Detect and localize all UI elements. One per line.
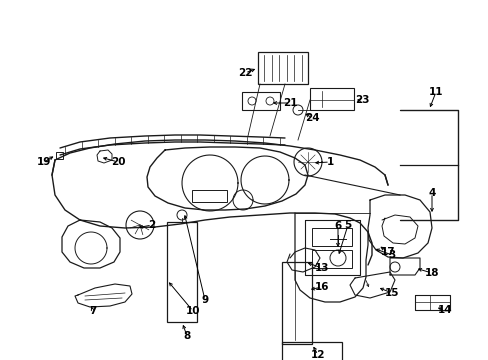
- Text: 15: 15: [384, 288, 398, 298]
- Bar: [192, 190, 226, 202]
- Bar: [282, 342, 341, 360]
- Bar: [258, 52, 307, 84]
- Text: 7: 7: [89, 306, 97, 316]
- Text: 2: 2: [148, 220, 155, 230]
- Bar: [309, 88, 353, 110]
- Text: 11: 11: [428, 87, 442, 97]
- Bar: [311, 250, 351, 268]
- Text: 6: 6: [334, 221, 341, 231]
- Text: 17: 17: [380, 247, 394, 257]
- Text: 18: 18: [424, 268, 438, 278]
- Text: 3: 3: [387, 250, 395, 260]
- Text: 21: 21: [282, 98, 297, 108]
- Text: 8: 8: [183, 331, 190, 341]
- Text: 5: 5: [344, 220, 351, 230]
- Bar: [311, 228, 351, 246]
- Text: 24: 24: [304, 113, 319, 123]
- Text: 9: 9: [201, 295, 208, 305]
- Text: 10: 10: [185, 306, 200, 316]
- Text: 20: 20: [110, 157, 125, 167]
- Bar: [56, 152, 63, 159]
- Text: 23: 23: [354, 95, 368, 105]
- Bar: [282, 262, 311, 344]
- Text: 1: 1: [325, 157, 333, 167]
- Text: 16: 16: [314, 282, 328, 292]
- Text: 14: 14: [437, 305, 451, 315]
- Bar: [242, 92, 280, 110]
- Text: 13: 13: [314, 263, 328, 273]
- Text: 19: 19: [37, 157, 51, 167]
- Bar: [167, 222, 197, 322]
- Text: 22: 22: [237, 68, 252, 78]
- Text: 4: 4: [427, 188, 435, 198]
- Text: 12: 12: [310, 350, 325, 360]
